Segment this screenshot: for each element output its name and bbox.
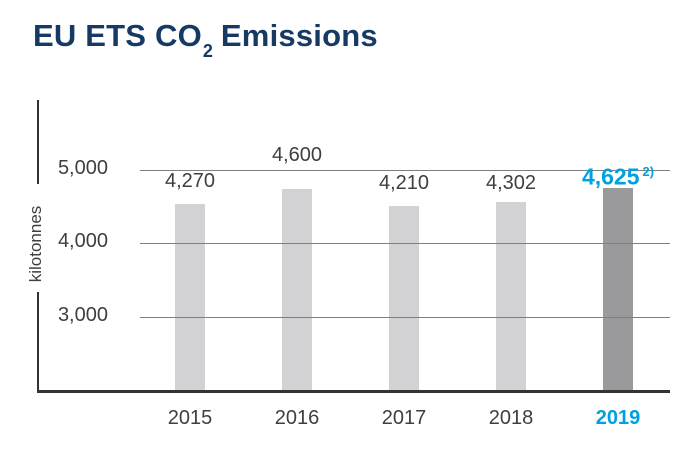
x-tick-label-2016: 2016 (274, 407, 320, 429)
value-number: 4,210 (378, 172, 430, 194)
bar-2015 (175, 204, 205, 390)
y-tick-label-3000: 3,000 (57, 304, 108, 326)
gridline-3000 (140, 317, 670, 318)
x-tick-label-2019: 2019 (595, 407, 641, 429)
bar-2016 (282, 189, 312, 390)
y-tick-label-5000: 5,000 (57, 157, 108, 179)
x-tick-label-2015: 2015 (167, 407, 213, 429)
value-label-2019: 4,625 2) (558, 159, 678, 189)
chart-title-subscript: 2 (202, 41, 214, 62)
x-tick-label-2018: 2018 (488, 407, 534, 429)
value-number: 4,270 (164, 170, 216, 192)
gridline-4000 (140, 243, 670, 244)
bar-2019 (603, 188, 633, 390)
value-number: 4,600 (271, 144, 323, 166)
bar-2018 (496, 202, 526, 390)
y-tick-label-4000: 4,000 (57, 230, 108, 252)
value-label-2017: 4,210 (344, 172, 464, 194)
chart-title: EU ETS CO2 Emissions (33, 18, 378, 60)
value-label-2015: 4,270 (130, 170, 250, 192)
value-label-2018: 4,302 (451, 172, 571, 194)
y-axis-line-upper-segment (37, 100, 39, 184)
y-axis-line-lower-segment (37, 292, 39, 390)
x-tick-label-2017: 2017 (381, 407, 427, 429)
bar-2017 (389, 206, 419, 390)
value-number: 4,625 (581, 163, 640, 190)
footnote-marker: 2) (642, 164, 655, 179)
chart-title-text: EU ETS CO (33, 18, 202, 53)
value-label-2016: 4,600 (237, 144, 357, 166)
x-axis-baseline (37, 390, 670, 393)
value-number: 4,302 (485, 172, 537, 194)
gridline-5000 (140, 170, 670, 171)
chart-title-suffix: Emissions (212, 18, 378, 53)
